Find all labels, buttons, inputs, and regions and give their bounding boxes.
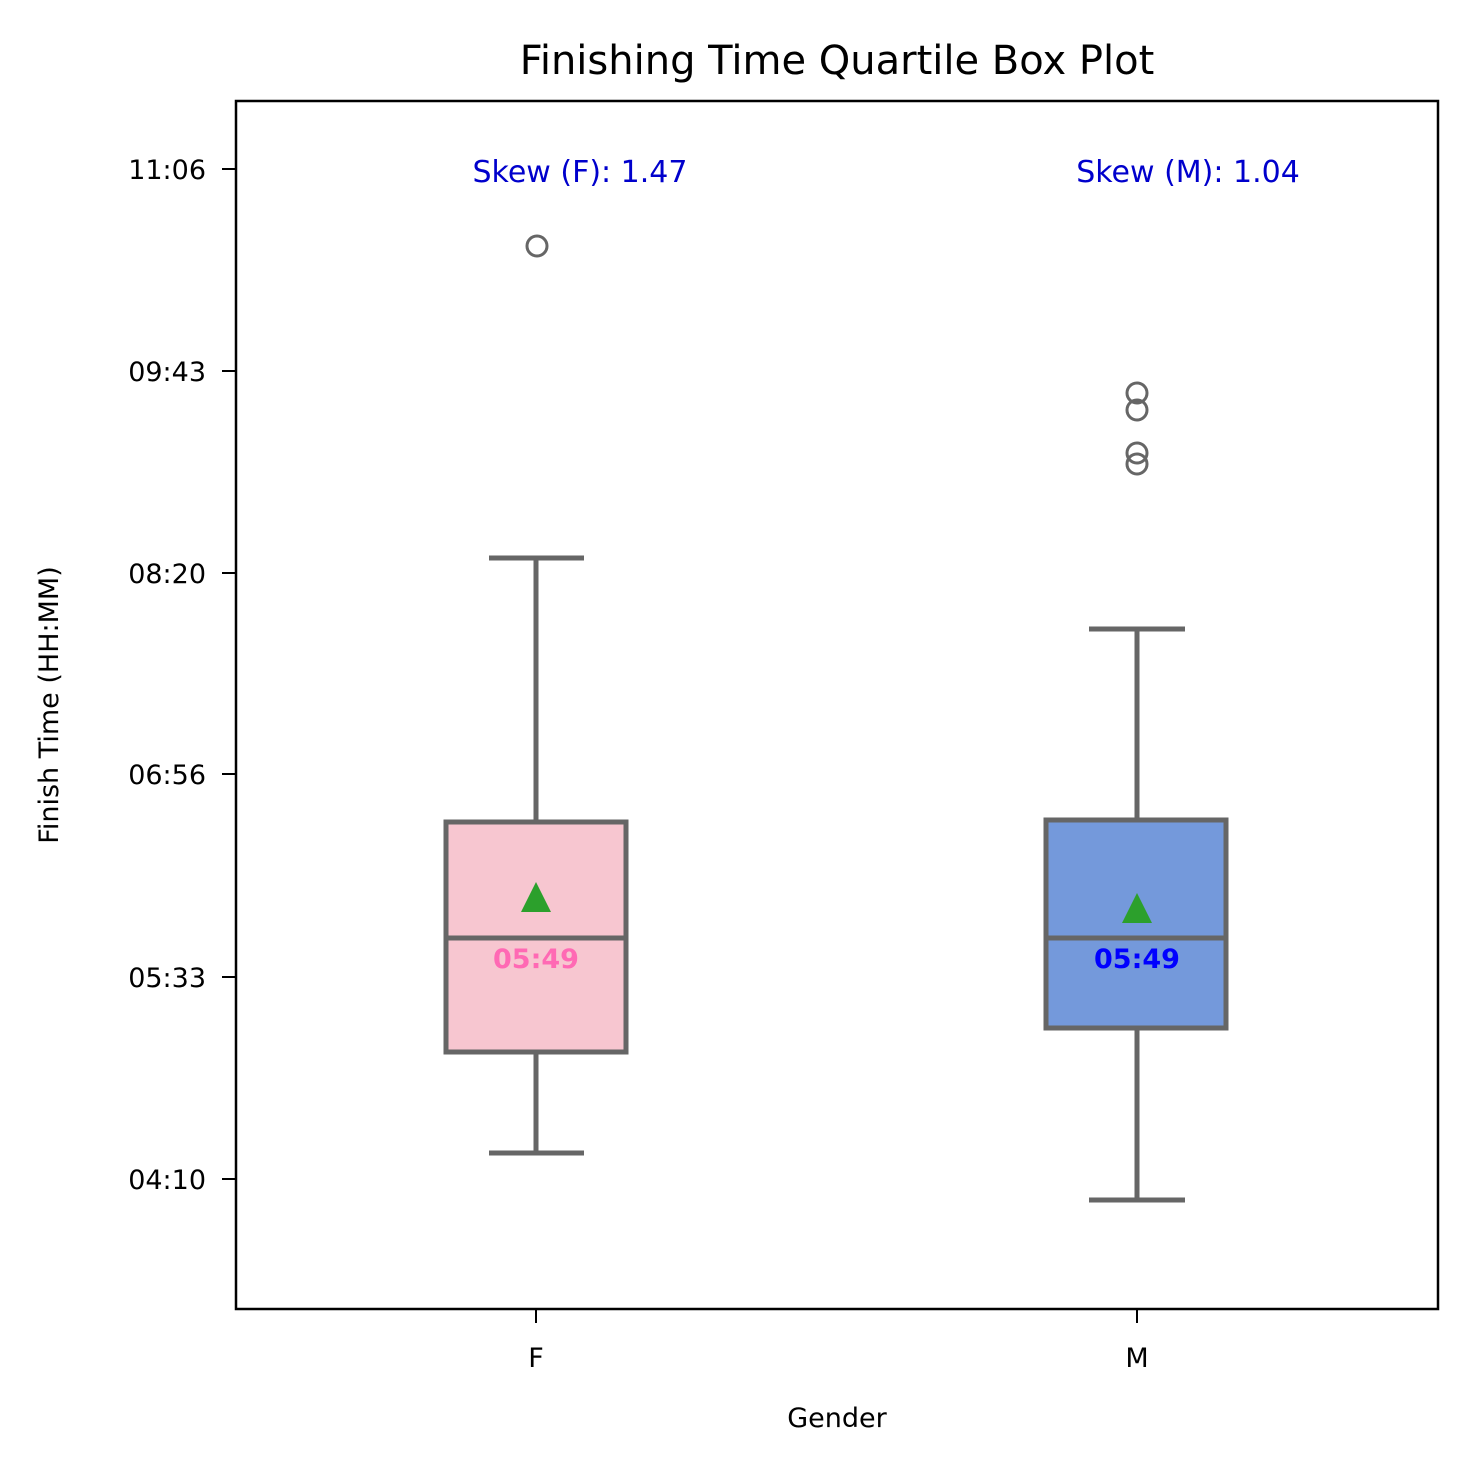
outlier-point: [1125, 441, 1149, 465]
y-axis: 04:10 05:33 06:56 08:20 09:43 11:06: [128, 155, 236, 1196]
y-tick-label: 06:56: [128, 760, 206, 791]
x-axis-label: Gender: [787, 1403, 887, 1434]
outlier-point: [1125, 381, 1149, 405]
y-tick-label: 04:10: [128, 1165, 206, 1196]
x-axis: F M: [528, 1309, 1149, 1374]
y-tick-label: 08:20: [128, 559, 206, 590]
mean-marker-icon: [1122, 893, 1152, 923]
plot-frame: [234, 99, 1440, 1311]
mean-marker-icon: [521, 882, 551, 912]
y-tick-label: 05:33: [128, 963, 206, 994]
median-label-m: 05:49: [1094, 944, 1180, 975]
outlier-point: [1125, 398, 1149, 422]
y-tick-label: 11:06: [128, 155, 206, 186]
skew-annotation-f: Skew (F): 1.47: [473, 155, 688, 190]
skew-annotation-m: Skew (M): 1.04: [1076, 155, 1300, 190]
box-m: 05:49: [1043, 381, 1229, 1203]
outlier-point: [1125, 452, 1149, 476]
outlier-point: [525, 234, 549, 258]
y-axis-label: Finish Time (HH:MM): [34, 566, 65, 843]
median-label-f: 05:49: [493, 944, 579, 975]
box-f: 05:49: [443, 234, 629, 1156]
chart-title: Finishing Time Quartile Box Plot: [520, 38, 1155, 84]
x-tick-label-f: F: [528, 1343, 544, 1374]
x-tick-label-m: M: [1125, 1343, 1148, 1374]
y-tick-label: 09:43: [128, 357, 206, 388]
